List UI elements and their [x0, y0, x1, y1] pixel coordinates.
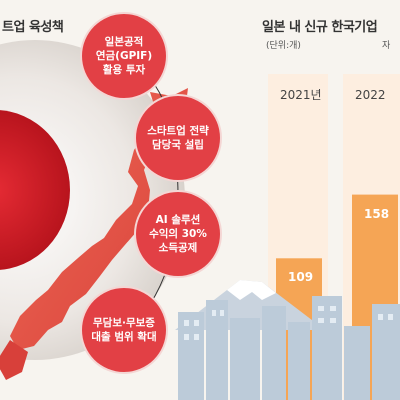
flag-red-sun	[0, 110, 70, 270]
policy-line: 대출 범위 확대	[91, 331, 157, 343]
bar-value-2022: 158	[364, 206, 390, 221]
mount-fuji-snowcap	[227, 280, 276, 300]
policy-line: 담당국 설립	[152, 139, 204, 151]
year-label-2021: 2021년	[280, 88, 322, 102]
policy-bubble-loan: 무담보·무보증 대출 범위 확대	[82, 288, 166, 372]
city-skyline	[178, 296, 400, 400]
policy-bubble-ai-deduction: AI 솔루션 수익의 30% 소득공제	[136, 192, 220, 276]
year-label-2022: 2022	[355, 88, 386, 102]
policy-line: 스타트업 전략	[147, 124, 209, 137]
kyushu-island	[0, 340, 28, 380]
policy-line: 수익의 30%	[149, 227, 207, 240]
unit-label: (단위:개)	[266, 41, 301, 51]
policy-line: 일본공적	[104, 35, 144, 48]
policy-bubble-gpif: 일본공적 연금(GPIF) 활용 투자	[82, 14, 166, 98]
policy-line: 활용 투자	[102, 64, 146, 77]
connector-line	[127, 57, 179, 331]
policy-title: 트업 육성책	[2, 20, 64, 35]
chart-title: 일본 내 신규 한국기업	[262, 20, 378, 35]
skyline-windows	[184, 306, 393, 340]
policy-line: 무담보·무보증	[93, 316, 155, 329]
policy-line: 연금(GPIF)	[95, 49, 153, 62]
policy-line: AI 솔루션	[155, 213, 201, 226]
policy-line: 소득공제	[158, 242, 198, 255]
unit-label-fragment: 자	[382, 41, 391, 51]
policy-bubble-startup-bureau: 스타트업 전략 담당국 설립	[136, 96, 220, 180]
bar-value-2021: 109	[288, 270, 314, 285]
